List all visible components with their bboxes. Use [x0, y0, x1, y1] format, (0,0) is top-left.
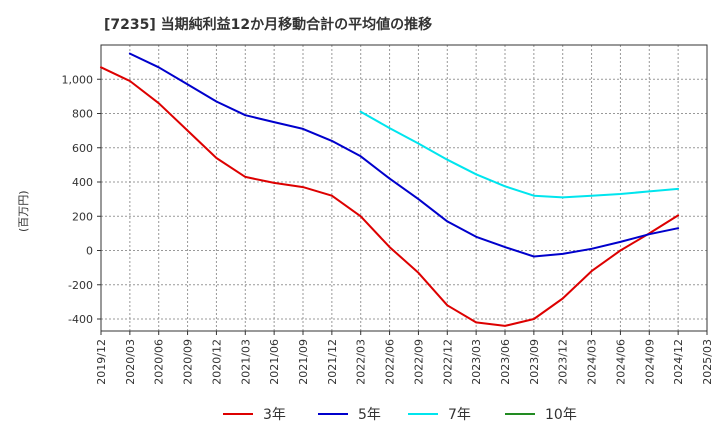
y-tick-label: -200 [68, 279, 93, 292]
y-tick-label: 0 [86, 245, 93, 258]
x-tick-label: 2024/03 [586, 339, 599, 385]
x-tick-label: 2022/12 [441, 339, 454, 385]
x-tick-label: 2021/03 [239, 339, 252, 385]
x-tick-label: 2023/12 [557, 339, 570, 385]
series-line-3年 [100, 66, 680, 327]
legend-label: 3年 [263, 407, 286, 423]
x-tick-label: 2024/09 [643, 339, 656, 385]
x-tick-label: 2023/03 [470, 339, 483, 385]
x-tick-label: 2023/09 [528, 339, 541, 385]
x-tick-label: 2021/06 [268, 339, 281, 385]
y-tick-label: 200 [72, 210, 93, 223]
y-tick-label: 800 [72, 108, 93, 121]
x-tick-label: 2022/06 [384, 339, 397, 385]
x-tick-label: 2023/06 [499, 339, 512, 385]
legend-label: 10年 [545, 407, 577, 423]
x-tick-label: 2021/09 [297, 339, 310, 385]
x-tick-label: 2021/12 [326, 339, 339, 385]
x-tick-label: 2025/03 [701, 339, 714, 385]
x-tick-label: 2020/12 [210, 339, 223, 385]
x-tick-label: 2020/03 [124, 339, 137, 385]
line-chart: -400 -200 0 200 400 600 800 1,000 2019/12 2020/03… [62, 44, 714, 385]
plot-frame [100, 44, 708, 332]
x-tick-label: 2020/06 [153, 339, 166, 385]
x-tick-label: 2020/09 [182, 339, 195, 385]
legend-label: 7年 [448, 407, 471, 423]
legend: 3年 5年 7年 10年 [0, 402, 720, 426]
x-tick-label: 2022/09 [412, 339, 425, 385]
legend-label: 5年 [358, 407, 381, 423]
y-tick-label: 400 [72, 176, 93, 189]
chart-title: [7235] 当期純利益12か月移動合計の平均値の推移 [104, 17, 433, 33]
x-tick-label: 2019/12 [95, 339, 108, 385]
y-tick-label: -400 [68, 313, 93, 326]
y-tick-label: 600 [72, 142, 93, 155]
series-line-5年 [128, 52, 680, 258]
legend-swatch [505, 413, 535, 415]
legend-swatch [318, 413, 348, 415]
x-tick-label: 2024/06 [614, 339, 627, 385]
y-tick-label: 1,000 [62, 73, 94, 86]
x-tick-label: 2024/12 [672, 339, 685, 385]
x-tick-label: 2022/03 [355, 339, 368, 385]
legend-swatch [408, 413, 438, 415]
legend-swatch [223, 413, 253, 415]
series-line-7年 [359, 110, 680, 199]
